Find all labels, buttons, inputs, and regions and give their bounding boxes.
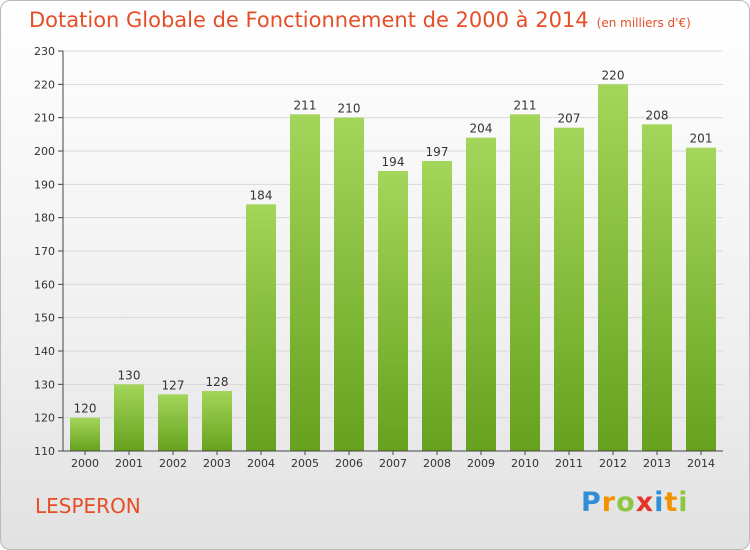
data-label: 201 — [690, 132, 713, 146]
data-label: 120 — [74, 402, 97, 416]
bar — [642, 124, 672, 451]
logo-letter: t — [664, 487, 679, 518]
bar — [158, 394, 188, 451]
data-label: 197 — [426, 145, 449, 159]
proxiti-logo: Proxiti — [581, 487, 689, 518]
chart-title-text: Dotation Globale de Fonctionnement de 20… — [29, 8, 589, 32]
commune-name: LESPERON — [35, 494, 141, 518]
x-tick-label: 2012 — [599, 457, 627, 470]
logo-letter: i — [678, 487, 689, 518]
x-tick-label: 2005 — [291, 457, 319, 470]
y-tick-label: 160 — [34, 278, 55, 291]
y-tick-label: 180 — [34, 212, 55, 225]
logo-letter: r — [601, 487, 617, 518]
y-tick-label: 210 — [34, 112, 55, 125]
data-label: 207 — [558, 112, 581, 126]
y-tick-label: 230 — [34, 45, 55, 58]
bar — [598, 84, 628, 451]
bar — [510, 114, 540, 451]
chart-title: Dotation Globale de Fonctionnement de 20… — [29, 8, 691, 32]
x-tick-label: 2003 — [203, 457, 231, 470]
bars: 120 130 127 128 184 211 210 194 197 204 211 207 220 2… — [70, 68, 716, 452]
data-label: 208 — [646, 108, 669, 122]
x-tick-label: 2008 — [423, 457, 451, 470]
x-tick-label: 2002 — [159, 457, 187, 470]
x-tick-label: 2014 — [687, 457, 715, 470]
bar — [554, 127, 584, 452]
x-tick-label: 2001 — [115, 457, 143, 470]
bar — [422, 161, 452, 451]
data-label: 211 — [514, 98, 537, 112]
x-tick-label: 2000 — [71, 457, 99, 470]
data-label: 194 — [382, 155, 405, 169]
data-label: 127 — [162, 378, 185, 392]
x-tick-label: 2009 — [467, 457, 495, 470]
data-label: 210 — [338, 102, 361, 116]
bar — [378, 171, 408, 451]
data-label: 130 — [118, 368, 141, 382]
data-label: 211 — [294, 98, 317, 112]
x-tick-label: 2011 — [555, 457, 583, 470]
x-tick-label: 2013 — [643, 457, 671, 470]
y-tick-label: 110 — [34, 445, 55, 458]
data-label: 184 — [250, 188, 273, 202]
x-tick-label: 2010 — [511, 457, 539, 470]
y-tick-label: 150 — [34, 312, 55, 325]
y-tick-label: 220 — [34, 78, 55, 91]
bar — [114, 384, 144, 451]
y-tick-label: 190 — [34, 178, 55, 191]
bar — [686, 147, 716, 451]
x-tick-label: 2007 — [379, 457, 407, 470]
y-tick-label: 130 — [34, 378, 55, 391]
y-tick-label: 120 — [34, 412, 55, 425]
logo-letter: P — [581, 487, 602, 518]
x-tick-label: 2006 — [335, 457, 363, 470]
y-tick-label: 170 — [34, 245, 55, 258]
data-label: 204 — [470, 122, 493, 136]
logo-letter: o — [616, 487, 636, 518]
bar — [290, 114, 320, 451]
bar — [466, 137, 496, 451]
bar — [70, 417, 100, 451]
logo-letter: x — [635, 487, 655, 518]
bar — [334, 117, 364, 452]
y-tick-label: 200 — [34, 145, 55, 158]
bar — [202, 391, 232, 451]
y-tick-label: 140 — [34, 345, 55, 358]
bar — [246, 204, 276, 451]
chart-subtitle: (en milliers d'€) — [596, 16, 691, 30]
data-label: 128 — [206, 375, 229, 389]
data-label: 220 — [602, 68, 625, 82]
logo-letter: i — [654, 487, 665, 518]
axes: 110 120 130 140 150 160 170 180 190 200 210 220 230 2… — [34, 45, 723, 470]
x-tick-label: 2004 — [247, 457, 275, 470]
